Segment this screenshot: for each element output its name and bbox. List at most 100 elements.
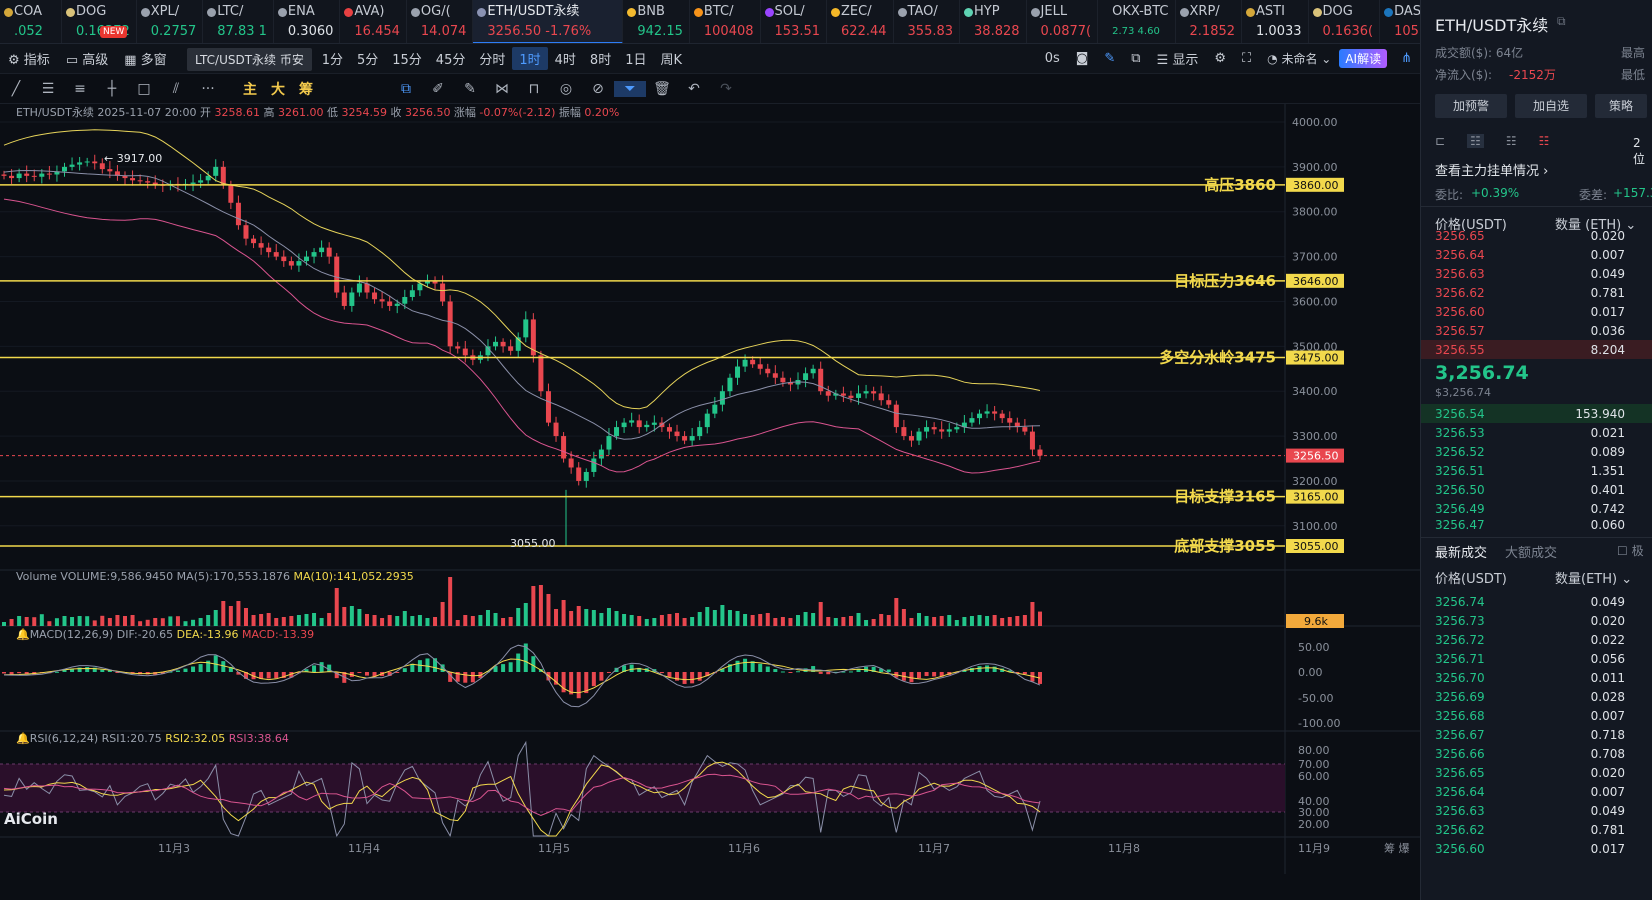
ask-row[interactable]: 3256.62 0.781 — [1421, 283, 1652, 302]
settings-icon[interactable]: ⚙ — [1214, 51, 1227, 66]
trade-row[interactable]: 3256.71 0.056 — [1421, 649, 1652, 668]
display-button[interactable]: ☰ 显示 — [1156, 53, 1199, 68]
ask-row[interactable]: 3256.65 0.020 — [1421, 226, 1652, 245]
hline-tool-icon[interactable]: ┼ — [107, 80, 117, 97]
copy-icon[interactable]: ⧉ — [1131, 51, 1141, 66]
timeframe-button[interactable]: 分时 — [479, 53, 506, 68]
strategy-button[interactable]: 策略 — [1595, 94, 1647, 118]
layout-selector[interactable]: ◔ 未命名 ⌄ — [1267, 52, 1332, 66]
fib-tool-icon[interactable]: ⫽ — [172, 80, 180, 97]
trade-row[interactable]: 3256.73 0.020 — [1421, 611, 1652, 630]
trade-row[interactable]: 3256.67 0.718 — [1421, 725, 1652, 744]
bid-row[interactable]: 3256.47 0.060 — [1421, 518, 1652, 532]
symbol-tab[interactable]: ASTI 1.0033 — [1242, 0, 1309, 43]
precision-select[interactable]: 2位 — [1633, 136, 1646, 166]
timeframe-button[interactable]: 5分 — [356, 53, 379, 68]
timeframe-button[interactable]: 周K — [660, 53, 683, 68]
link-icon[interactable]: ⊘ — [592, 80, 604, 97]
toggle-option[interactable]: ☐ 极 — [1617, 544, 1644, 558]
timeframe-button[interactable]: 1日 — [625, 53, 647, 68]
depth-link[interactable]: 查看主力挂单情况 › — [1435, 164, 1549, 179]
trade-row[interactable]: 3256.72 0.022 — [1421, 630, 1652, 649]
indicators-button[interactable]: ⚙ 指标 — [8, 53, 50, 68]
bid-row[interactable]: 3256.53 0.021 — [1421, 423, 1652, 442]
trade-row[interactable]: 3256.64 0.007 — [1421, 782, 1652, 801]
multi-window-button[interactable]: ▦ 多窗 — [124, 53, 167, 68]
timeframe-button[interactable]: 1时 — [512, 47, 548, 70]
view-list-icon[interactable]: ☷ — [1538, 134, 1550, 148]
more-tools-icon[interactable]: ··· — [201, 80, 215, 97]
symbol-tab[interactable]: BNB 942.15 — [623, 0, 690, 43]
ask-row[interactable]: 3256.55 8.204 — [1421, 340, 1652, 359]
big-order-button[interactable]: 大 — [271, 81, 285, 98]
symbol-tab[interactable]: OG/(14.074 — [407, 0, 474, 43]
ai-button[interactable]: AI解读 — [1339, 49, 1388, 68]
symbol-tab[interactable]: JELL 0.0877( — [1027, 0, 1099, 43]
timeframe-button[interactable]: 4时 — [554, 53, 576, 68]
symbol-tab[interactable]: ENA 0.3060 — [274, 0, 341, 43]
bid-row[interactable]: 3256.51 1.351 — [1421, 461, 1652, 480]
timeframe-button[interactable]: 15分 — [392, 53, 422, 68]
copy-symbol-icon[interactable]: ⧉ — [1557, 14, 1566, 28]
ask-row[interactable]: 3256.63 0.049 — [1421, 264, 1652, 283]
redo-icon[interactable]: ↷ — [720, 80, 732, 97]
advanced-button[interactable]: ▭ 高级 — [65, 53, 109, 68]
trade-row[interactable]: 3256.62 0.781 — [1421, 820, 1652, 839]
alert-button[interactable]: 加预警 — [1435, 94, 1507, 118]
trades-tab[interactable]: 最新成交 — [1435, 546, 1488, 561]
bid-row[interactable]: 3256.54 153.940 — [1421, 404, 1652, 423]
view-bids-icon[interactable]: ☷ — [1467, 134, 1484, 148]
magnet-icon[interactable]: ⋈ — [495, 80, 509, 97]
trade-row[interactable]: 3256.63 0.049 — [1421, 801, 1652, 820]
fullscreen-icon[interactable]: ⛶ — [1242, 51, 1252, 66]
main-force-button[interactable]: 主 — [243, 81, 257, 98]
symbol-tab[interactable]: TAO/355.83 — [894, 0, 961, 43]
view-both-icon[interactable]: ⊏ — [1435, 134, 1446, 148]
trade-row[interactable]: 3256.65 0.020 — [1421, 763, 1652, 782]
share-icon[interactable]: ⋔ — [1401, 51, 1412, 66]
symbol-tab[interactable]: DASI 105.60 — [1380, 0, 1420, 43]
symbol-tab[interactable]: XPL/0.2757 — [137, 0, 204, 43]
timeframe-button[interactable]: 1分 — [321, 53, 343, 68]
parallel-tool-icon[interactable]: ☰ — [41, 80, 55, 97]
symbol-tab[interactable]: COA .052 — [0, 0, 62, 43]
timeframe-button[interactable]: 8时 — [589, 53, 612, 68]
symbol-tab[interactable]: HYP 38.828 — [960, 0, 1027, 43]
trade-row[interactable]: 3256.66 0.708 — [1421, 744, 1652, 763]
trade-row[interactable]: 3256.60 0.017 — [1421, 839, 1652, 858]
chips-button[interactable]: 筹 — [299, 81, 313, 98]
trade-row[interactable]: 3256.70 0.011 — [1421, 668, 1652, 687]
hlines-tool-icon[interactable]: ≡ — [74, 80, 86, 97]
bid-row[interactable]: 3256.52 0.089 — [1421, 442, 1652, 461]
eye-icon[interactable]: ◎ — [559, 80, 573, 97]
trade-col-qty[interactable]: 数量(ETH) ⌄ — [1555, 572, 1633, 587]
trash-icon[interactable]: 🗑 — [653, 80, 671, 97]
bid-row[interactable]: 3256.50 0.401 — [1421, 480, 1652, 499]
ask-row[interactable]: 3256.64 0.007 — [1421, 245, 1652, 264]
symbol-tab[interactable]: OKX-BTC 2.73 4.60 — [1098, 0, 1176, 43]
symbol-tab[interactable]: XRP/2.1852 — [1176, 0, 1243, 43]
ask-row[interactable]: 3256.60 0.017 — [1421, 302, 1652, 321]
timeframe-button[interactable]: 45分 — [435, 53, 466, 68]
symbol-tab[interactable]: ETH/USDT永续 3256.50 -1.76% — [473, 0, 624, 43]
view-asks-icon[interactable]: ☷ — [1505, 134, 1517, 148]
trade-row[interactable]: 3256.69 0.028 — [1421, 687, 1652, 706]
ruler-icon[interactable]: ✐ — [432, 80, 444, 97]
price-chart[interactable]: 4000.00 3900.00 3800.00 3700.00 3600.00 3500.… — [0, 104, 1420, 900]
ask-row[interactable]: 3256.57 0.036 — [1421, 321, 1652, 340]
big-trades-tab[interactable]: 大额成交 — [1505, 546, 1558, 561]
select-tool-icon[interactable]: ⧉ — [401, 80, 411, 97]
symbol-tab[interactable]: ZEC/622.44 — [827, 0, 894, 43]
symbol-tab[interactable]: DOG 0.1636( — [1309, 0, 1381, 43]
col-qty[interactable]: 数量 (ETH) ⌄ — [1555, 218, 1637, 233]
undo-icon[interactable]: ↶ — [688, 80, 700, 97]
camera-icon[interactable]: ◙ — [1075, 51, 1089, 66]
lock-icon[interactable]: ⊓ — [528, 80, 540, 97]
filter-icon[interactable]: ⏷ — [614, 80, 646, 97]
bid-row[interactable]: 3256.49 0.742 — [1421, 499, 1652, 518]
symbol-tab[interactable]: LTC/87.83 1 — [203, 0, 274, 43]
watchlist-button[interactable]: 加自选 — [1515, 94, 1587, 118]
rect-tool-icon[interactable]: □ — [137, 80, 151, 97]
brush-icon[interactable]: ✎ — [464, 80, 476, 97]
symbol-tab[interactable]: AVA) 16.454 — [340, 0, 407, 43]
